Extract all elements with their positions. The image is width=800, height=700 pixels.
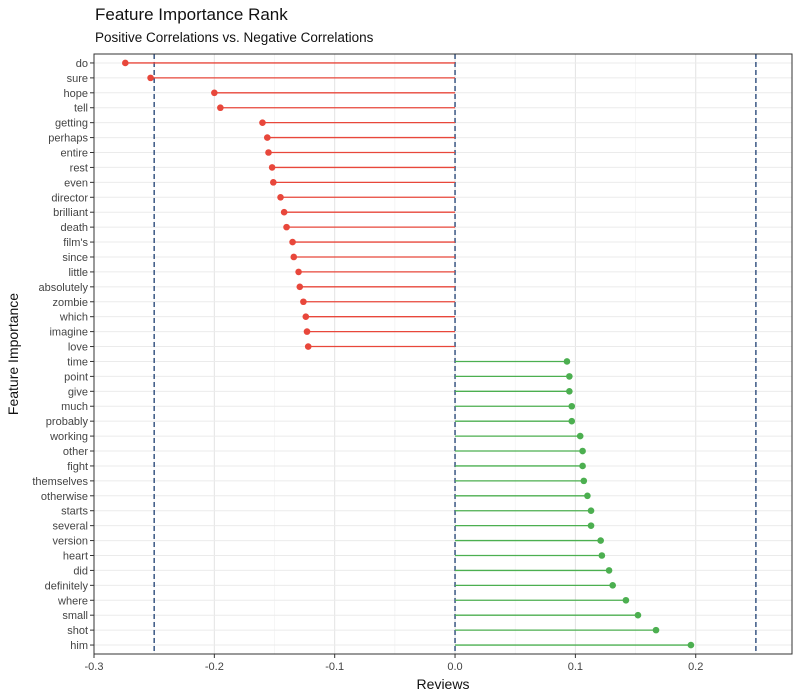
lollipop-point	[622, 596, 630, 604]
y-tick-label: point	[64, 371, 88, 383]
y-axis-title: Feature Importance	[5, 293, 21, 415]
y-tick-label: imagine	[49, 327, 88, 339]
chart-subtitle: Positive Correlations vs. Negative Corre…	[95, 30, 374, 45]
lollipop-point	[296, 283, 304, 291]
y-tick-label: sure	[67, 73, 88, 85]
lollipop-point	[580, 477, 588, 485]
lollipop-point	[302, 313, 310, 320]
y-tick-label: shot	[67, 625, 88, 637]
x-axis-title: Reviews	[417, 676, 470, 692]
y-tick-label: version	[53, 536, 88, 548]
lollipop-point	[268, 164, 276, 171]
y-tick-label: did	[73, 565, 88, 577]
lollipop-point	[217, 104, 224, 112]
lollipop-point	[587, 507, 595, 515]
y-tick-label: probably	[46, 416, 89, 428]
x-tick-label: 0.1	[568, 661, 583, 673]
y-tick-label: hope	[64, 88, 88, 100]
lollipop-point	[304, 343, 312, 350]
lollipop-point	[687, 641, 695, 649]
lollipop-point	[605, 567, 613, 574]
lollipop-point	[634, 611, 642, 619]
y-tick-label: absolutely	[38, 282, 88, 294]
reference-lines	[153, 54, 757, 654]
y-tick-label: little	[68, 267, 88, 279]
y-tick-label: tell	[74, 103, 88, 115]
y-tick-label: much	[61, 401, 88, 413]
lollipop-point	[121, 59, 129, 67]
grid-layer	[93, 54, 792, 654]
y-tick-label: themselves	[32, 476, 88, 488]
lollipop-point	[584, 492, 591, 500]
y-tick-label: do	[76, 58, 88, 70]
y-tick-label: working	[49, 431, 88, 443]
y-tick-label: perhaps	[48, 133, 88, 145]
y-tick-label: fight	[67, 461, 88, 473]
y-tick-label: starts	[61, 506, 88, 518]
lollipop-point	[147, 74, 154, 82]
lollipop-point	[270, 179, 277, 186]
y-tick-label: death	[60, 222, 88, 234]
panel-border	[93, 53, 793, 655]
y-tick-label: entire	[60, 148, 88, 160]
y-tick-label: several	[53, 521, 88, 533]
x-tick-label: -0.3	[85, 661, 104, 673]
lollipop-point	[563, 358, 571, 365]
lollipop-point	[289, 238, 296, 246]
x-axis-ticks: -0.3 -0.2 -0.1 0.0 0.1 0.2	[85, 654, 703, 673]
lollipop-point	[579, 447, 586, 455]
lollipop-point	[263, 134, 271, 141]
chart-title: Feature Importance Rank	[95, 5, 288, 24]
y-tick-label: where	[57, 595, 88, 607]
x-tick-label: -0.2	[205, 661, 224, 673]
y-tick-label: heart	[63, 550, 88, 562]
y-tick-label: time	[67, 356, 88, 368]
y-tick-label: director	[51, 192, 88, 204]
y-tick-label: other	[63, 446, 88, 458]
lollipop-point	[576, 432, 584, 440]
y-tick-label: him	[70, 640, 88, 652]
lollipop-point	[579, 462, 586, 470]
y-axis-ticks: do sure hope tell getting perhaps entire rest ev…	[32, 58, 94, 652]
lollipop-point	[566, 388, 573, 395]
lollipop-point	[283, 223, 290, 231]
y-tick-label: brilliant	[53, 207, 88, 219]
x-tick-label: 0.2	[688, 661, 703, 673]
y-tick-label: film's	[63, 237, 88, 249]
lollipop-point	[211, 89, 218, 97]
y-tick-label: definitely	[45, 580, 89, 592]
lollipop-point	[568, 417, 576, 425]
lollipop-point	[609, 582, 616, 589]
lollipop-point	[652, 626, 660, 634]
lollipop-point	[295, 268, 302, 276]
y-tick-label: give	[68, 386, 88, 398]
lollipop-point	[277, 193, 284, 201]
x-tick-label: 0.0	[447, 661, 462, 673]
y-tick-label: otherwise	[41, 491, 88, 503]
x-tick-label: -0.1	[325, 661, 344, 673]
y-tick-label: since	[62, 252, 88, 264]
y-tick-label: small	[62, 610, 88, 622]
lollipop-point	[259, 119, 266, 126]
lollipop-point	[568, 402, 576, 410]
y-tick-label: love	[68, 342, 88, 354]
y-tick-label: which	[59, 312, 88, 324]
lollipop-point	[303, 328, 311, 335]
lollipop-point	[290, 253, 298, 261]
lollipop-point	[566, 373, 573, 380]
y-tick-label: even	[64, 177, 88, 189]
lollipop-point	[597, 537, 604, 544]
y-tick-label: zombie	[53, 297, 88, 309]
lollipop-point	[265, 149, 272, 156]
lollipop-marks	[121, 59, 695, 649]
lollipop-point	[598, 552, 606, 559]
lollipop-point	[280, 208, 288, 216]
lollipop-point	[587, 522, 595, 529]
y-tick-label: rest	[70, 162, 88, 174]
y-tick-label: getting	[55, 118, 88, 130]
lollipop-point	[300, 298, 307, 306]
